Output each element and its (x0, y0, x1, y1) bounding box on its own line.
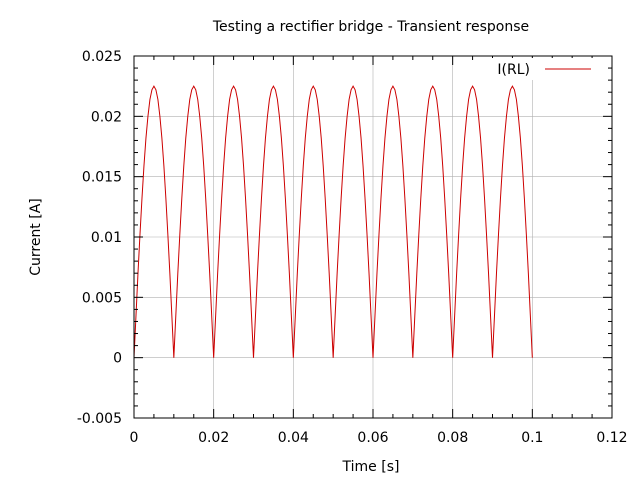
x-tick-label: 0.04 (278, 430, 309, 446)
y-tick-label: 0.005 (82, 290, 122, 306)
y-tick-label: 0 (113, 351, 122, 367)
x-tick-label: 0.08 (437, 430, 468, 446)
y-tick-labels: -0.005 0 0.005 0.01 0.015 0.02 0.025 (77, 49, 122, 427)
x-tick-label: 0.06 (357, 430, 388, 446)
x-axis-label: Time [s] (342, 459, 400, 475)
y-tick-label: 0.02 (91, 109, 122, 125)
legend-label-i-rl: I(RL) (497, 62, 530, 78)
grid-lines (134, 56, 612, 418)
y-tick-label: 0.015 (82, 170, 122, 186)
x-tick-label: 0.1 (521, 430, 543, 446)
x-tick-label: 0 (130, 430, 139, 446)
chart-title: Testing a rectifier bridge - Transient r… (212, 19, 529, 35)
series-layer (133, 85, 533, 358)
y-tick-label: 0.025 (82, 49, 122, 65)
series-line-i-rl (133, 85, 533, 358)
x-tick-label: 0.02 (198, 430, 229, 446)
legend: I(RL) (486, 58, 608, 80)
y-tick-label: -0.005 (77, 411, 122, 427)
x-tick-label: 0.12 (596, 430, 627, 446)
x-tick-labels: 0 0.02 0.04 0.06 0.08 0.1 0.12 (130, 430, 628, 446)
y-tick-label: 0.01 (91, 230, 122, 246)
y-axis-label: Current [A] (28, 198, 44, 276)
